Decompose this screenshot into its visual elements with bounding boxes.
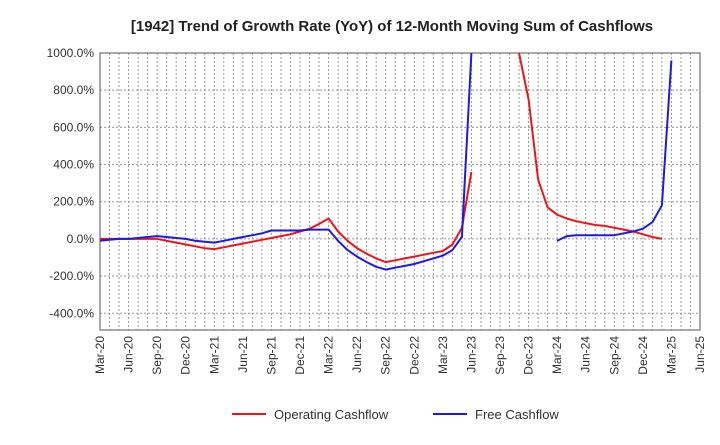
x-tick-label: Jun-20 xyxy=(122,336,136,373)
x-tick-label: Dec-21 xyxy=(293,336,307,375)
x-tick-label: Mar-21 xyxy=(207,336,221,374)
legend-label: Operating Cashflow xyxy=(274,407,389,422)
x-tick-label: Dec-23 xyxy=(522,336,536,375)
x-tick-label: Sep-22 xyxy=(379,336,393,375)
y-tick-label: -400.0% xyxy=(49,306,94,320)
legend-label: Free Cashflow xyxy=(475,407,559,422)
x-tick-label: Sep-24 xyxy=(607,336,621,375)
x-tick-label: Mar-22 xyxy=(322,336,336,374)
x-tick-label: Mar-24 xyxy=(550,336,564,374)
y-tick-label: 200.0% xyxy=(53,195,94,209)
x-tick-label: Dec-24 xyxy=(636,336,650,375)
legend: Operating Cashflow Free Cashflow xyxy=(232,407,559,422)
x-tick-label: Jun-21 xyxy=(236,336,250,373)
y-axis-ticks: -400.0% -200.0% 0.0% 200.0% 400.0% 600.0% 800.… xyxy=(47,46,95,320)
series-line-3 xyxy=(556,60,673,242)
x-axis-ticks: Mar-20 Jun-20 Sep-20 Dec-20 Mar-21 Jun-21 Sep-… xyxy=(93,336,707,375)
x-tick-label: Jun-25 xyxy=(693,336,707,373)
x-tick-label: Mar-25 xyxy=(664,336,678,374)
x-tick-label: Sep-21 xyxy=(264,336,278,375)
x-tick-label: Dec-22 xyxy=(407,336,421,375)
x-tick-label: Sep-23 xyxy=(493,336,507,375)
y-tick-label: 800.0% xyxy=(53,83,94,97)
y-tick-label: 1000.0% xyxy=(47,46,95,60)
y-tick-label: 0.0% xyxy=(67,232,95,246)
series-line-0 xyxy=(100,171,473,264)
x-tick-label: Jun-22 xyxy=(350,336,364,373)
y-tick-label: 400.0% xyxy=(53,158,94,172)
x-tick-label: Mar-23 xyxy=(436,336,450,374)
x-tick-label: Dec-20 xyxy=(179,336,193,375)
x-tick-label: Jun-24 xyxy=(579,336,593,373)
series-line-1 xyxy=(518,53,663,240)
series-layer xyxy=(100,53,673,271)
plot-frame xyxy=(99,52,701,331)
x-tick-label: Mar-20 xyxy=(93,336,107,374)
chart-title: [1942] Trend of Growth Rate (YoY) of 12-… xyxy=(131,18,653,35)
series-line-2 xyxy=(100,53,473,271)
grid-layer xyxy=(99,52,701,330)
x-tick-label: Sep-20 xyxy=(150,336,164,375)
y-tick-label: 600.0% xyxy=(53,120,94,134)
y-tick-label: -200.0% xyxy=(49,269,94,283)
x-tick-label: Jun-23 xyxy=(464,336,478,373)
